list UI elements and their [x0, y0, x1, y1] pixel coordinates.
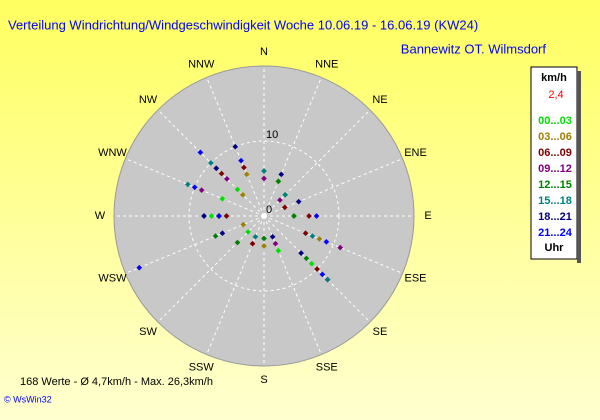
grid-ring — [263, 215, 265, 217]
direction-label: NE — [372, 94, 387, 106]
point — [223, 213, 230, 219]
point — [198, 187, 205, 193]
point — [240, 221, 247, 228]
legend-entry: 15...18 — [538, 195, 572, 207]
point — [272, 240, 279, 247]
point — [261, 243, 267, 249]
point — [197, 149, 204, 156]
direction-label: WSW — [98, 273, 127, 285]
footer: 168 Werte - Ø 4,7km/h - Max. 26,3km/h — [20, 376, 213, 388]
point — [238, 157, 244, 164]
spoke — [263, 158, 403, 217]
point — [224, 176, 230, 182]
point — [282, 191, 289, 198]
legend-entry: 21...24 — [538, 227, 573, 239]
legend-entry: 00...03 — [538, 115, 572, 127]
point — [239, 191, 246, 198]
point — [298, 250, 304, 256]
direction-label: W — [95, 210, 106, 222]
point — [261, 235, 267, 242]
point — [291, 213, 297, 219]
direction-label: E — [424, 210, 431, 222]
point — [303, 255, 310, 262]
direction-label: S — [260, 374, 267, 386]
point — [234, 239, 241, 246]
point — [218, 170, 225, 177]
point — [277, 197, 283, 203]
point — [212, 233, 219, 239]
point — [252, 233, 259, 240]
point — [275, 178, 282, 185]
direction-label: N — [260, 46, 268, 58]
point — [337, 244, 344, 251]
point — [232, 143, 239, 150]
direction-label: NNE — [315, 58, 338, 70]
direction-label: SSE — [316, 361, 338, 373]
r-tick-label: 10 — [266, 129, 278, 141]
spoke — [263, 215, 403, 274]
legend-entry: 18...21 — [538, 211, 572, 223]
point — [281, 204, 288, 211]
direction-label: NNW — [188, 58, 215, 70]
point — [261, 168, 267, 174]
point — [275, 247, 282, 254]
point — [313, 213, 320, 219]
point — [319, 271, 326, 278]
direction-label: SE — [373, 326, 388, 338]
point — [191, 184, 198, 191]
chart-title: Verteilung Windrichtung/Windgeschwindigk… — [8, 17, 478, 32]
legend-entry: 12...15 — [538, 179, 572, 191]
point — [243, 171, 250, 178]
point — [269, 233, 276, 240]
direction-label: NW — [139, 94, 158, 106]
point — [184, 181, 191, 188]
point — [324, 276, 331, 283]
point — [234, 186, 241, 193]
direction-label: SSW — [189, 361, 215, 373]
legend-entry: 03...06 — [538, 131, 572, 143]
point — [249, 240, 256, 247]
direction-label: ESE — [405, 273, 427, 285]
point — [213, 165, 220, 172]
chart-subtitle: Bannewitz OT. Wilmsdorf — [401, 41, 547, 56]
legend-footer: Uhr — [545, 242, 565, 254]
legend-box — [530, 66, 578, 260]
point — [308, 260, 315, 267]
point — [219, 195, 226, 202]
legend-entry: 09...12 — [538, 163, 572, 175]
point — [295, 198, 302, 205]
credit: © WsWin32 — [4, 394, 52, 404]
point — [208, 160, 214, 166]
direction-label: SW — [139, 326, 157, 338]
point — [245, 229, 251, 235]
direction-label: WNW — [98, 147, 127, 159]
point — [314, 266, 320, 272]
spoke — [263, 215, 322, 355]
point — [309, 233, 316, 239]
spoke — [263, 77, 322, 217]
point — [208, 213, 215, 219]
point — [278, 171, 285, 178]
point — [219, 230, 226, 237]
point — [216, 213, 222, 219]
point — [306, 213, 312, 219]
point — [302, 230, 309, 237]
grid-ring — [188, 140, 340, 292]
point — [261, 175, 267, 182]
legend-title: km/h — [541, 72, 567, 84]
current-value: 2,4 — [548, 89, 563, 101]
spoke — [263, 109, 371, 217]
direction-label: ENE — [404, 147, 427, 159]
point — [316, 236, 323, 242]
spoke — [125, 215, 265, 274]
point — [323, 239, 330, 245]
legend-entry: 06...09 — [538, 147, 572, 159]
spoke — [206, 215, 265, 355]
r-tick-label: 0 — [266, 204, 272, 216]
point — [241, 164, 247, 171]
legend-shadow — [577, 71, 581, 263]
point — [136, 264, 143, 271]
point — [201, 213, 207, 219]
